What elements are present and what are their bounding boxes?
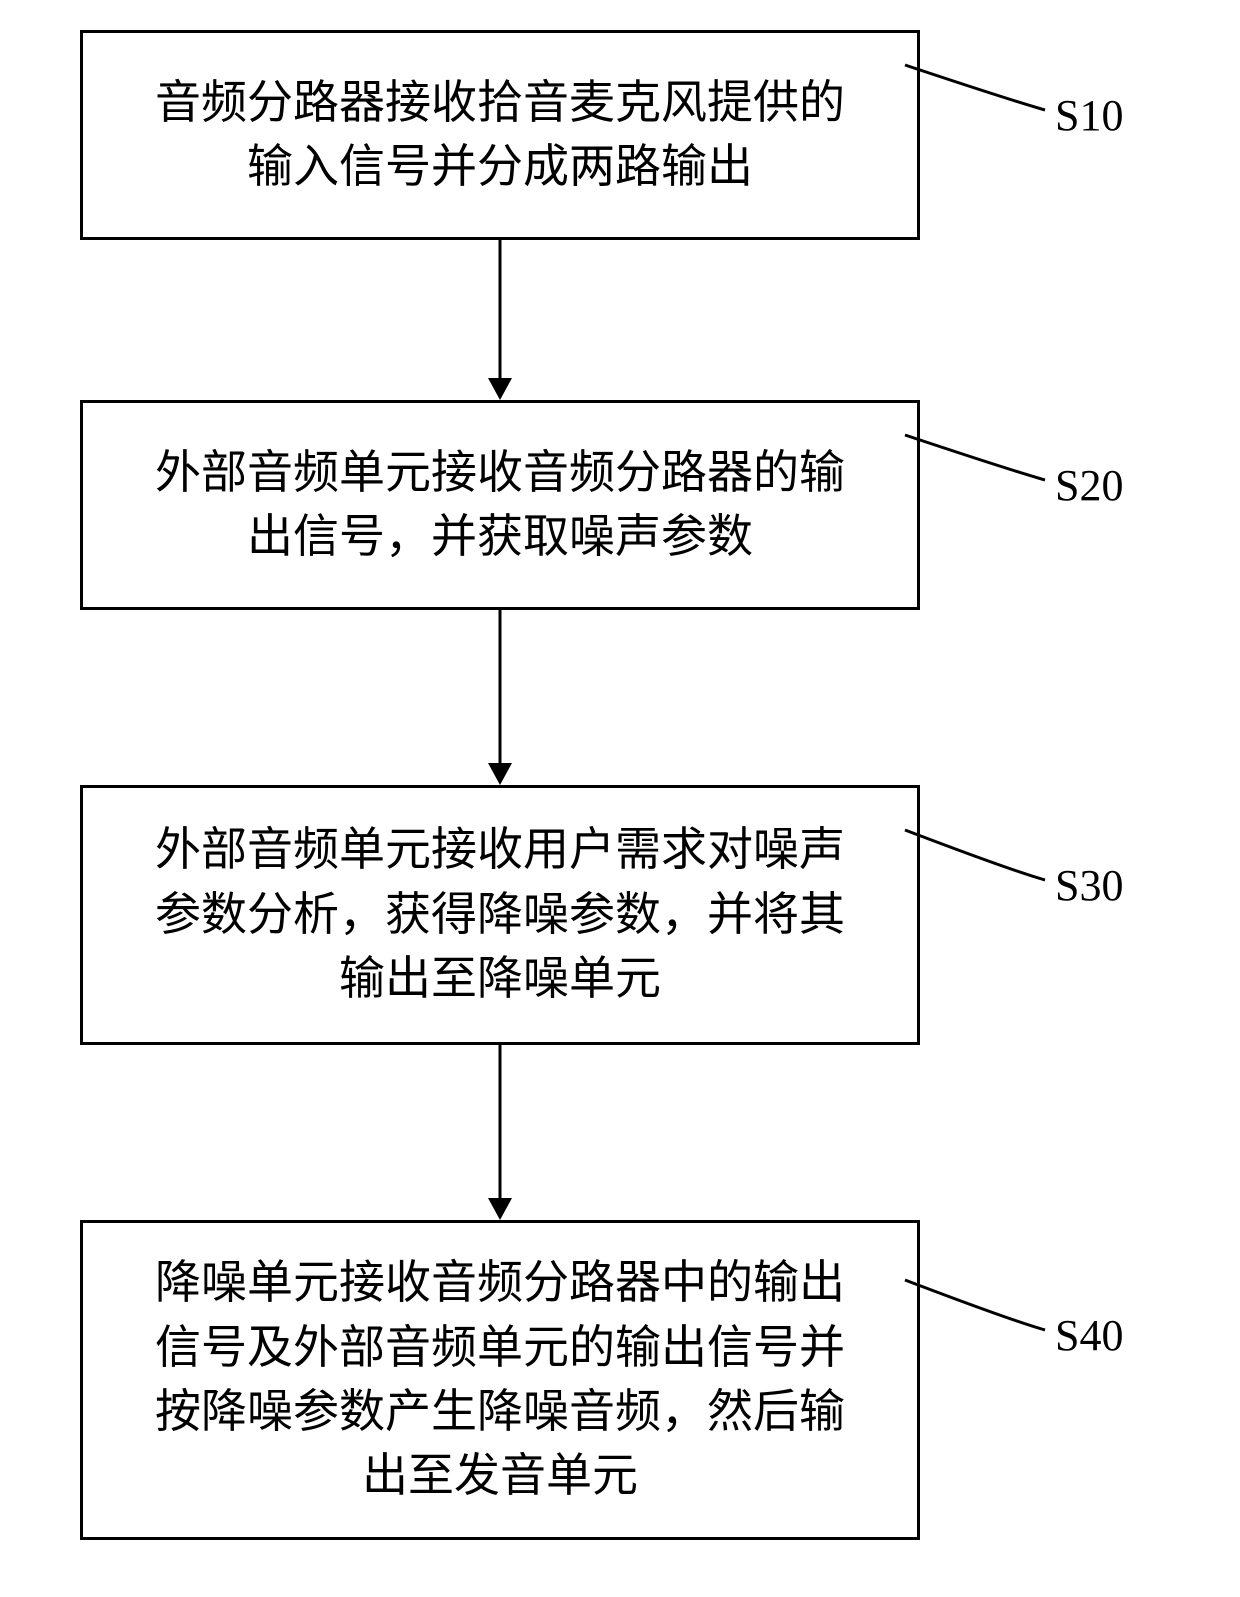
flowchart-leader-line [0,0,1240,1597]
